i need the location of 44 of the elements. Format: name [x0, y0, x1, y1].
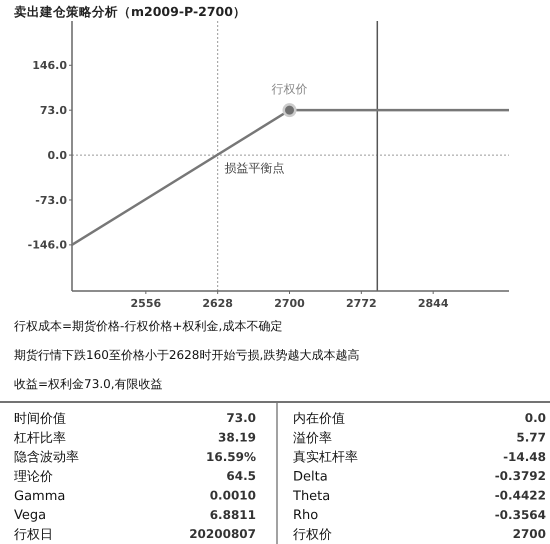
text: 收益=权利金73.0,有限收益	[14, 377, 163, 391]
annotation: 损益平衡点	[224, 161, 285, 176]
x-tick-label: 2556	[130, 297, 162, 310]
x-tick-label: 2772	[346, 297, 377, 310]
text: 时间价值	[14, 412, 66, 427]
text: 73.0	[226, 411, 256, 426]
text: 20200807	[189, 527, 256, 542]
text: 64.5	[226, 469, 256, 484]
text: Delta	[293, 470, 328, 485]
text: -14.48	[503, 450, 546, 464]
text: -0.4422	[494, 488, 546, 503]
chart-title: 卖出建仓策略分析（m2009-P-2700）	[14, 4, 246, 19]
text: -0.3564	[494, 508, 546, 522]
text: -0.3792	[494, 469, 546, 484]
text: 行权成本=期货价格-行权价格+权利金,成本不确定	[14, 319, 282, 333]
text: 行权价	[293, 528, 332, 543]
y-tick-label: -73.0	[35, 194, 68, 207]
x-tick-label: 2844	[418, 297, 449, 310]
text: 杠杆比率	[13, 430, 66, 446]
annotation: 行权价	[272, 82, 308, 96]
y-tick-label: -146.0	[28, 238, 68, 252]
text: 0.0	[524, 411, 546, 426]
text: 38.19	[218, 430, 256, 445]
text: 理论价	[14, 470, 53, 485]
y-tick-label: 146.0	[32, 59, 68, 72]
text: 16.59%	[206, 450, 256, 464]
x-tick-label: 2700	[274, 297, 306, 310]
text: 内在价值	[293, 412, 345, 427]
text: 溢价率	[293, 430, 332, 446]
x-tick-label: 2628	[202, 297, 233, 310]
text: 真实杠杆率	[293, 449, 358, 466]
text: 6.8811	[210, 508, 256, 522]
text: Rho	[293, 508, 318, 524]
text: 期货行情下跌160至价格小于2628时开始亏损,跌势越大成本越高	[14, 348, 360, 362]
text: Vega	[14, 508, 46, 524]
y-tick-label: 0.0	[48, 148, 68, 162]
text: 0.0010	[210, 488, 256, 503]
text: 行权日	[14, 528, 53, 543]
text: Theta	[292, 488, 330, 504]
text: 隐含波动率	[14, 449, 79, 466]
text: 5.77	[516, 430, 546, 445]
text: Gamma	[14, 488, 66, 504]
y-tick-label: 73.0	[40, 104, 68, 118]
text: 2700	[512, 527, 546, 542]
